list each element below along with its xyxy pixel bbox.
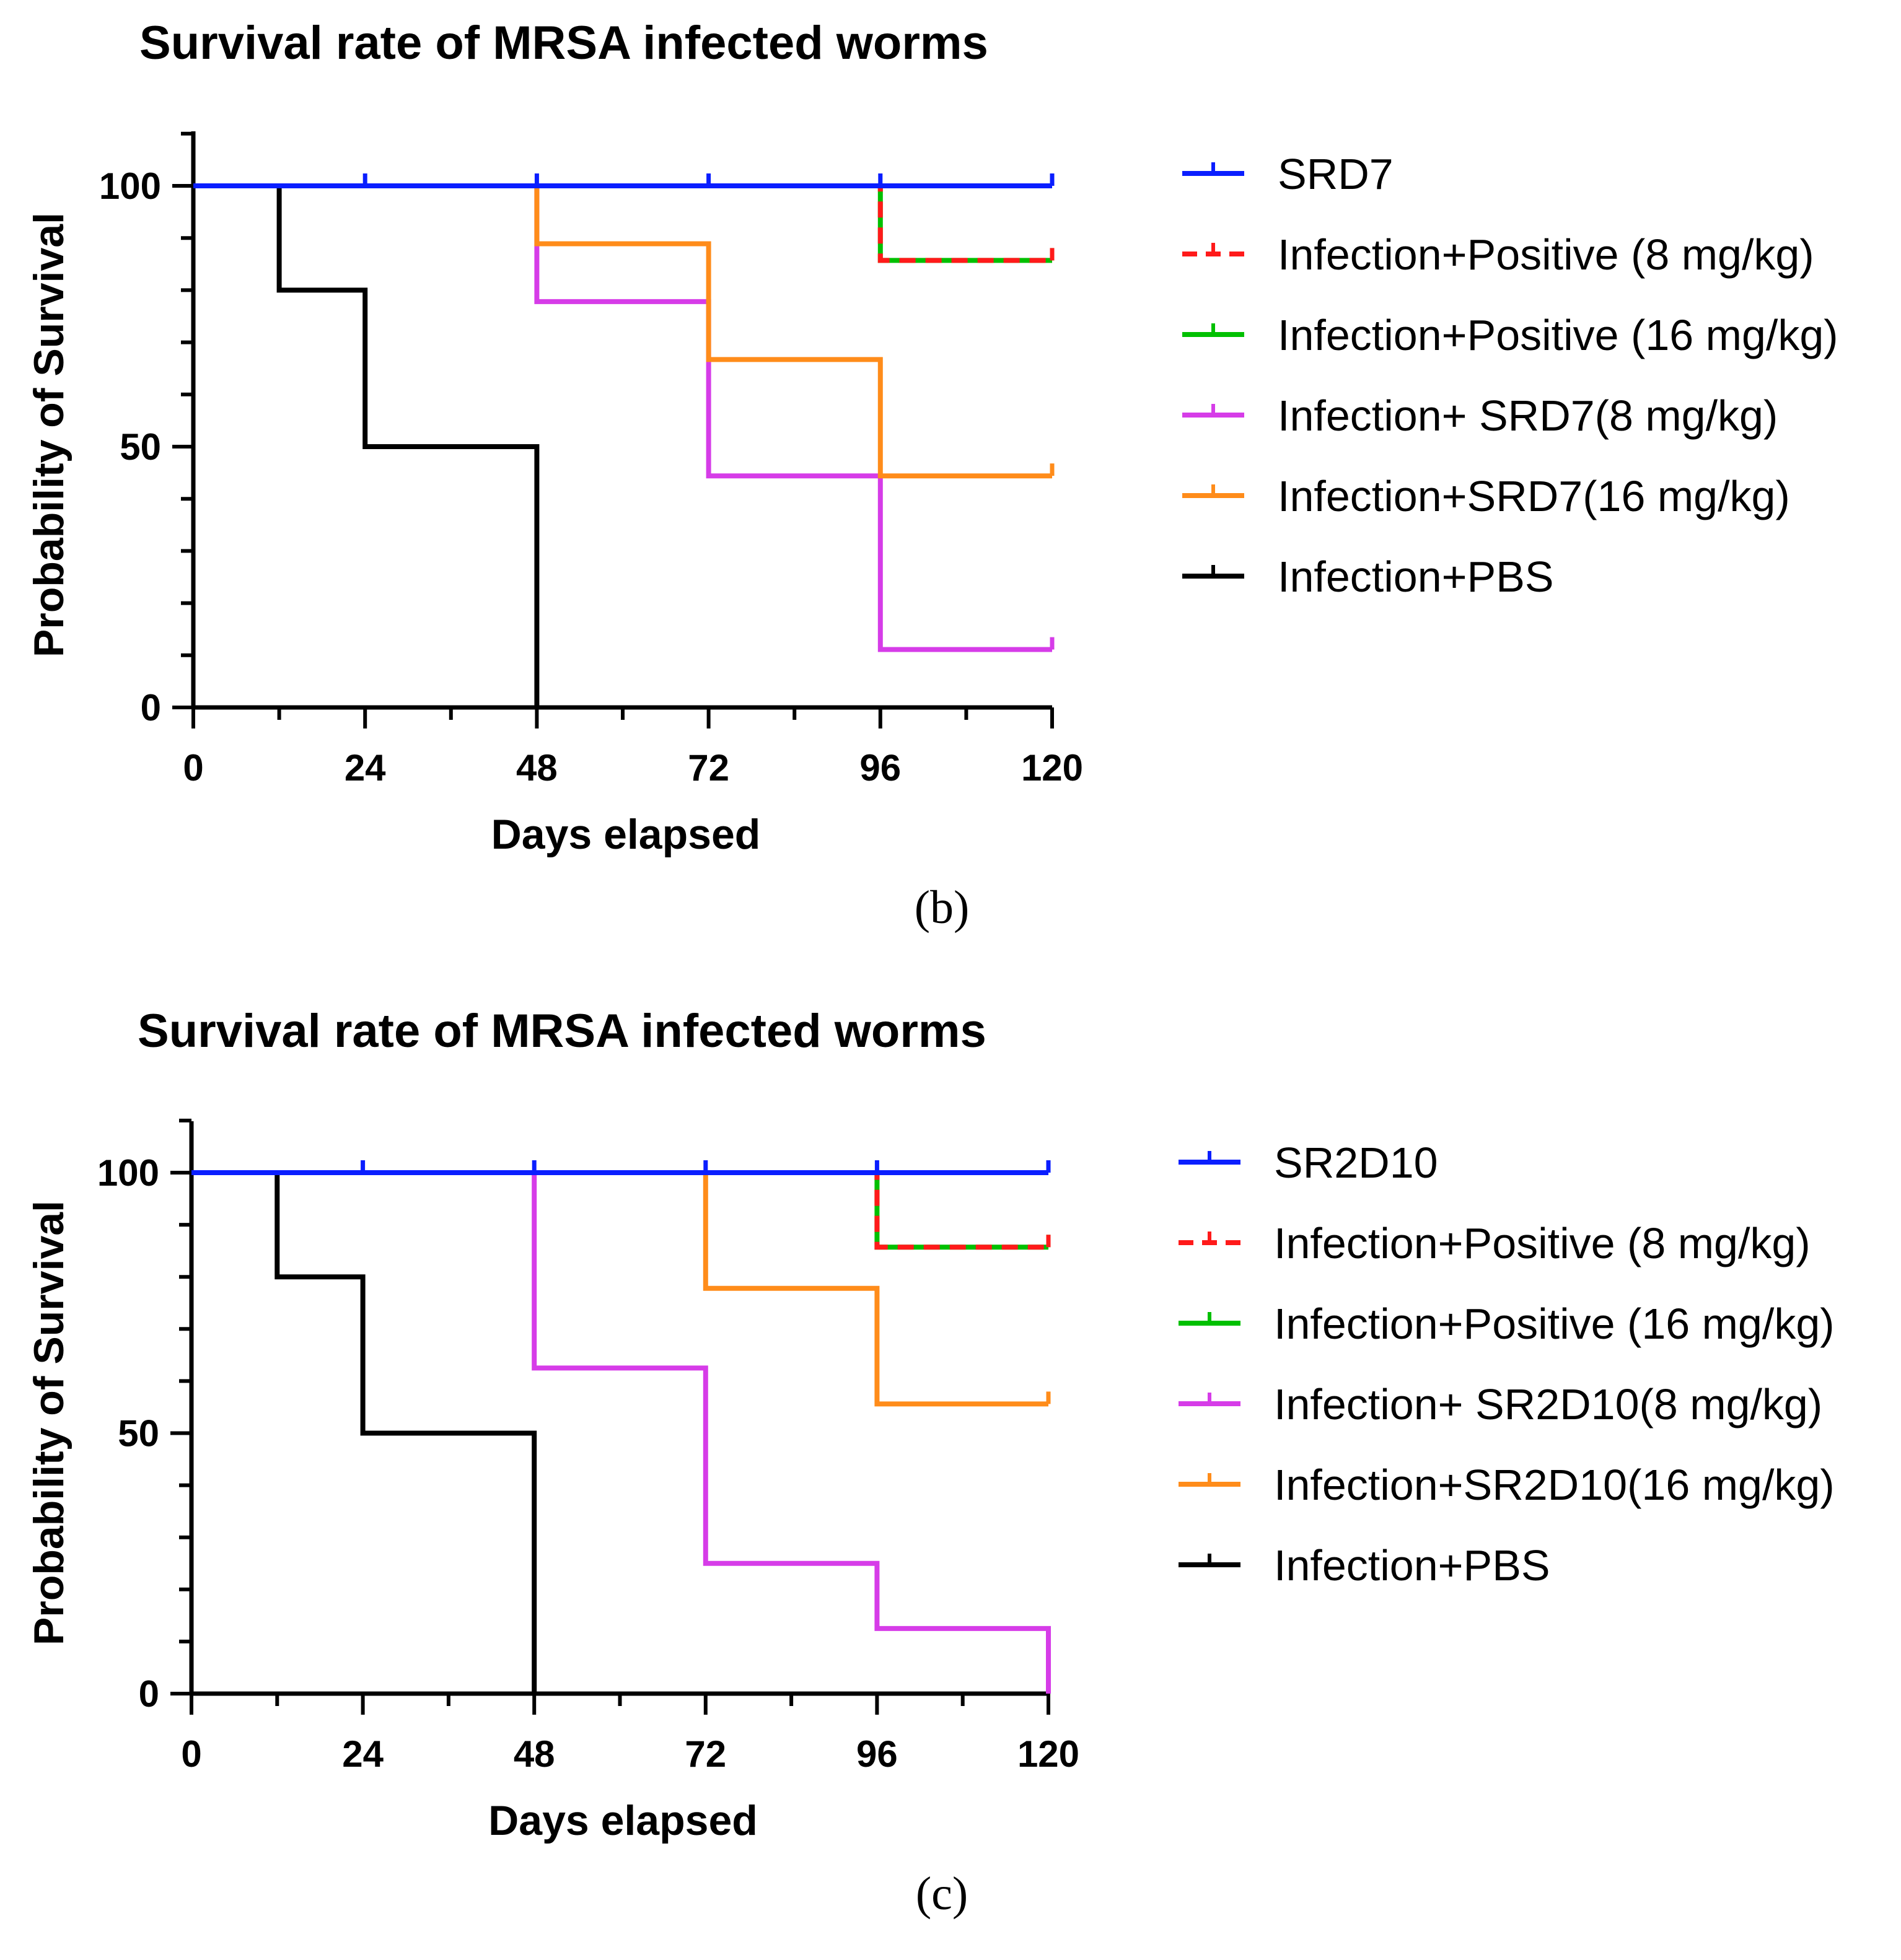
series-line-2: [191, 1170, 1048, 1250]
series-line-5: [193, 183, 540, 707]
y-tick-label: 0: [141, 687, 161, 728]
y-tick-label: 100: [97, 1152, 159, 1194]
legend-label-3: Infection+ SR2D10(8 mg/kg): [1274, 1380, 1822, 1428]
y-axis-label: Probability of Survival: [25, 1201, 72, 1645]
series-line-5: [191, 1170, 537, 1694]
series-line-1: [193, 183, 1052, 263]
legend-label-3: Infection+ SRD7(8 mg/kg): [1278, 392, 1778, 440]
panel-label: (b): [915, 882, 970, 934]
x-tick-label: 72: [688, 747, 729, 789]
x-tick-label: 48: [516, 747, 558, 789]
y-axis-label: Probability of Survival: [25, 212, 72, 657]
legend-label-4: Infection+SRD7(16 mg/kg): [1278, 472, 1790, 520]
panel-label: (c): [916, 1868, 968, 1920]
x-tick-label: 120: [1021, 747, 1083, 789]
legend-label-5: Infection+PBS: [1278, 553, 1554, 601]
x-tick-label: 0: [183, 747, 203, 789]
legend-label-4: Infection+SR2D10(16 mg/kg): [1274, 1461, 1835, 1509]
legend-label-1: Infection+Positive (8 mg/kg): [1278, 230, 1814, 279]
x-tick-label: 96: [859, 747, 901, 789]
legend-label-0: SRD7: [1278, 150, 1394, 198]
x-tick-label: 48: [514, 1733, 555, 1775]
x-tick-label: 120: [1017, 1733, 1079, 1775]
y-tick-label: 50: [118, 1413, 159, 1455]
series-line-3: [191, 1170, 1051, 1694]
x-tick-label: 72: [685, 1733, 726, 1775]
legend-label-2: Infection+Positive (16 mg/kg): [1278, 311, 1838, 359]
chart-panel-c: Survival rate of MRSA infected worms 0 50 1…: [25, 1005, 1835, 1920]
series-line-1: [191, 1170, 1048, 1250]
y-tick-label: 0: [139, 1673, 159, 1715]
x-tick-label: 0: [181, 1733, 201, 1775]
x-tick-label: 24: [345, 747, 386, 789]
series-line-3: [193, 183, 1052, 652]
x-tick-label: 96: [856, 1733, 898, 1775]
x-axis-label: Days elapsed: [491, 811, 761, 858]
y-tick-label: 50: [120, 426, 161, 468]
x-tick-label: 24: [342, 1733, 384, 1775]
legend-label-5: Infection+PBS: [1274, 1541, 1550, 1590]
legend-label-0: SR2D10: [1274, 1139, 1438, 1187]
y-tick-label: 100: [99, 165, 161, 207]
series-line-4: [193, 183, 1052, 479]
series-line-2: [193, 183, 1052, 263]
legend-label-2: Infection+Positive (16 mg/kg): [1274, 1300, 1835, 1348]
x-axis-label: Days elapsed: [488, 1797, 758, 1844]
chart-title: Survival rate of MRSA infected worms: [138, 1005, 986, 1057]
chart-panel-b: Survival rate of MRSA infected worms 0 50 1…: [25, 17, 1838, 934]
chart-title: Survival rate of MRSA infected worms: [139, 17, 988, 69]
legend-label-1: Infection+Positive (8 mg/kg): [1274, 1219, 1811, 1267]
